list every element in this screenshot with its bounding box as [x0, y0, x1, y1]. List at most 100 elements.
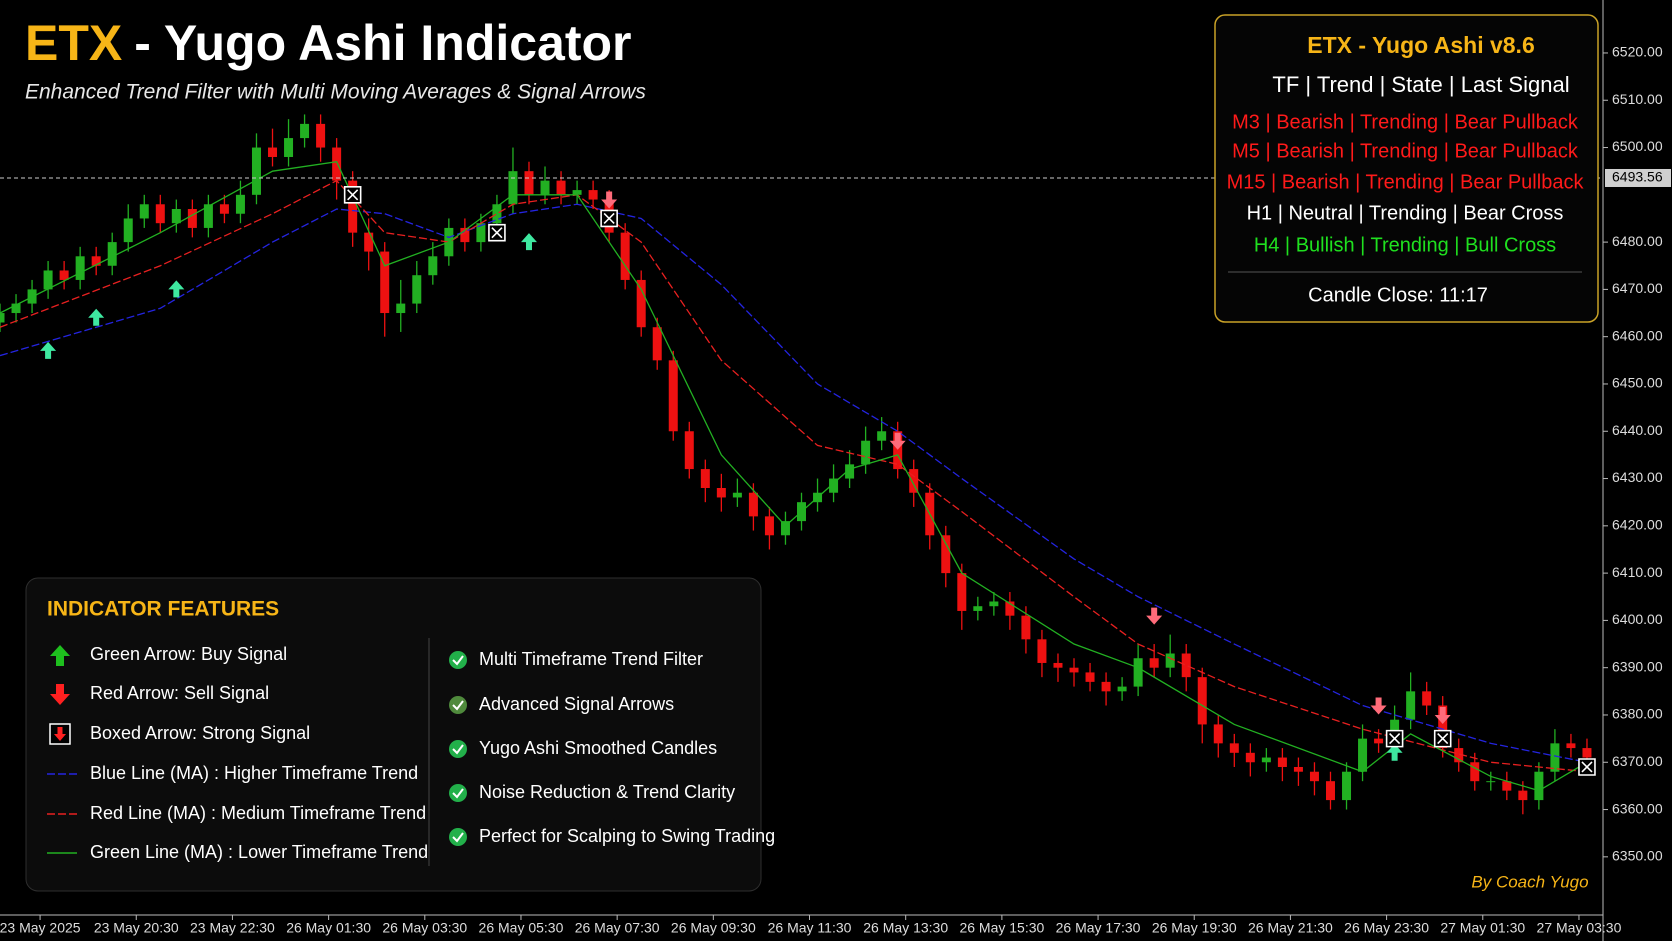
x-tick-label: 26 May 03:30 [382, 920, 467, 936]
y-tick-label: 6380.00 [1612, 706, 1663, 722]
candle-body [1582, 748, 1592, 758]
candle-body [300, 123, 310, 139]
credit: By Coach Yugo [1471, 872, 1588, 891]
y-tick-label: 6510.00 [1612, 91, 1663, 107]
legend-label: Red Line (MA) : Medium Timeframe Trend [90, 803, 426, 823]
candle-body [1534, 771, 1544, 801]
boxed-icon-arrow [54, 727, 66, 741]
candle-body [1566, 743, 1576, 749]
candle-body [332, 147, 342, 181]
boxed-signal [600, 209, 618, 228]
candle-body [1518, 790, 1528, 801]
title-highlight: ETX [25, 15, 122, 71]
legend-label: Blue Line (MA) : Higher Timeframe Trend [90, 763, 418, 783]
candle-body [893, 431, 903, 470]
y-tick-label: 6460.00 [1612, 327, 1663, 343]
candle-body [1438, 705, 1448, 749]
feature-highlight: Yugo Ashi Smoothed Candles [479, 738, 717, 758]
check-mark [452, 788, 464, 799]
feature-highlight: Multi Timeframe Trend Filter [479, 649, 703, 669]
current-price-label: 6493.56 [1612, 169, 1663, 185]
candle-body [1245, 752, 1255, 763]
candle-body [492, 204, 502, 224]
buy-arrow [1386, 743, 1403, 761]
candle-body [540, 180, 550, 195]
feature-highlight: Advanced Signal Arrows [479, 694, 674, 714]
x-tick-label: 23 May 20:30 [94, 920, 179, 936]
x-tick-label: 26 May 23:30 [1344, 920, 1429, 936]
candle-body [700, 469, 710, 488]
y-tick-label: 6420.00 [1612, 517, 1663, 533]
check-icon [449, 651, 467, 669]
y-tick-label: 6430.00 [1612, 469, 1663, 485]
candle-body [1277, 757, 1287, 767]
candle-body [1261, 757, 1271, 763]
info-header: TF | Trend | State | Last Signal [1272, 72, 1569, 97]
ma-line [0, 179, 1588, 773]
candle-body [0, 313, 5, 323]
feature-signal: Red Arrow: Sell Signal [90, 683, 269, 703]
check-mark [452, 744, 464, 755]
boxed-signal [1578, 758, 1596, 776]
candle-body [1197, 677, 1207, 725]
candle-body [652, 327, 662, 361]
candle-body [1502, 781, 1512, 791]
candle-body [1053, 662, 1063, 668]
y-tick-label: 6390.00 [1612, 658, 1663, 674]
y-tick-label: 6450.00 [1612, 375, 1663, 391]
candle-body [989, 601, 999, 607]
boxed-signal [343, 186, 362, 204]
y-tick-label: 6520.00 [1612, 44, 1663, 60]
x-tick-label: 26 May 13:30 [863, 920, 948, 936]
x-tick-label: 26 May 11:30 [768, 920, 852, 936]
x-tick-label: 26 May 09:30 [671, 920, 756, 936]
check-mark [452, 700, 464, 711]
sell-arrow [1434, 706, 1451, 724]
candle-body [1021, 615, 1031, 640]
candle-body [396, 303, 406, 314]
x-tick-label: 27 May 03:30 [1537, 920, 1622, 936]
x-tick-label: 23 May 2025 [0, 920, 81, 936]
buy-arrow [168, 280, 185, 298]
y-tick-label: 6410.00 [1612, 564, 1663, 580]
ma-line [0, 161, 1588, 792]
candle-body [684, 431, 694, 470]
candle-body [1309, 771, 1319, 782]
candle-body [1165, 653, 1175, 668]
candle-body [1101, 681, 1111, 692]
buy-arrow [88, 308, 105, 326]
x-tick-label: 26 May 07:30 [575, 920, 660, 936]
ma-line [0, 203, 1588, 763]
candle-body [380, 251, 390, 314]
legend-label: Green Line (MA) : Lower Timeframe Trend [90, 842, 428, 862]
candle-body [1422, 691, 1432, 706]
feature-signal: Boxed Arrow: Strong Signal [90, 723, 310, 743]
x-tick-label: 26 May 19:30 [1152, 920, 1237, 936]
check-mark [452, 832, 464, 843]
boxed-signal [1433, 729, 1452, 748]
y-tick-label: 6480.00 [1612, 233, 1663, 249]
candle-body [203, 204, 213, 228]
candle-body [1406, 691, 1416, 720]
candle-body [428, 256, 438, 276]
sell-arrow [889, 432, 906, 450]
info-row: M3 | Bearish | Trending | Bear Pullback [1232, 111, 1579, 133]
boxed-signal [488, 223, 506, 242]
feature-signal: Green Arrow: Buy Signal [90, 644, 287, 664]
x-tick-label: 27 May 01:30 [1440, 920, 1525, 936]
sell-arrow [1370, 697, 1387, 715]
candle-body [1454, 748, 1464, 763]
y-tick-label: 6500.00 [1612, 138, 1663, 154]
info-row: H4 | Bullish | Trending | Bull Cross [1254, 234, 1556, 256]
candle-body [1085, 672, 1095, 682]
x-tick-label: 26 May 15:30 [959, 920, 1044, 936]
feature-highlight: Noise Reduction & Trend Clarity [479, 782, 735, 802]
candle-body [155, 204, 165, 224]
candle-body [1550, 743, 1560, 772]
candle-body [1213, 724, 1223, 744]
candle-body [91, 256, 101, 266]
candle-body [107, 242, 117, 266]
candle-body [1358, 738, 1368, 772]
candle-body [508, 171, 518, 205]
